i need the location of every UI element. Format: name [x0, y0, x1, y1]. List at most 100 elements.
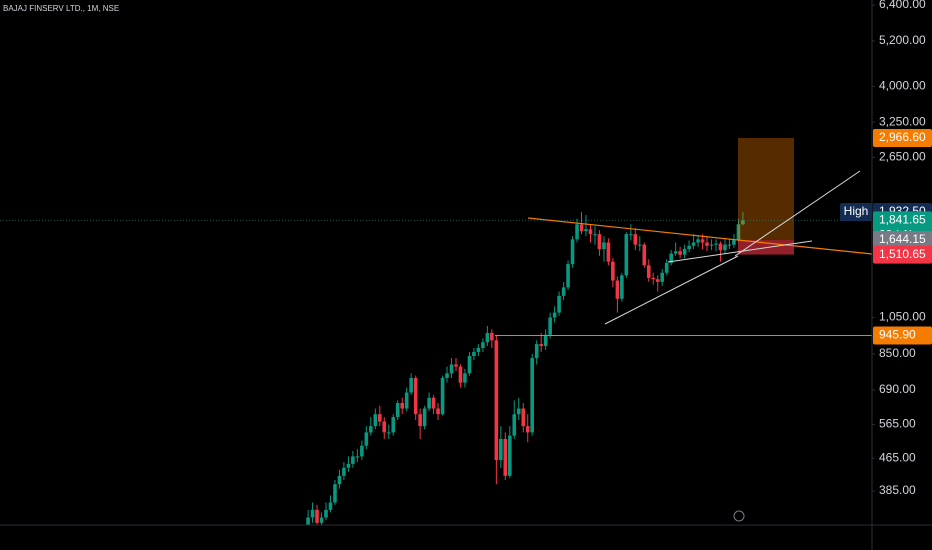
candle-body — [718, 243, 723, 251]
candle-body — [669, 253, 673, 263]
high-label: High — [844, 204, 869, 218]
candle-body — [597, 234, 602, 250]
y-tick-label: 3,250.00 — [879, 114, 926, 128]
candle-body — [351, 456, 355, 464]
candle-body — [620, 275, 624, 299]
candle-body — [404, 392, 409, 409]
candle-body — [319, 517, 324, 523]
price-tag — [873, 245, 932, 264]
candle-body — [664, 262, 669, 273]
candle-body — [490, 332, 494, 341]
candle-body — [629, 234, 633, 236]
candle-body — [705, 242, 709, 246]
candle-body — [476, 347, 481, 352]
candle-body — [346, 463, 351, 468]
candle-body — [557, 295, 561, 313]
candle-body — [508, 435, 512, 476]
candle-body — [382, 421, 387, 433]
candle-body — [714, 243, 718, 245]
target-zone — [738, 137, 794, 240]
y-tick-label: 1,050.00 — [879, 310, 926, 324]
candle-body — [364, 432, 369, 446]
candle-body — [534, 344, 539, 359]
price-axis — [872, 0, 932, 550]
candle-body — [588, 229, 593, 235]
candle-body — [310, 509, 315, 518]
candle-body — [463, 373, 467, 383]
candle-body — [449, 364, 454, 374]
y-tick-label: 5,200.00 — [879, 33, 926, 47]
candle-body — [467, 356, 472, 374]
candle-body — [391, 417, 396, 433]
y-tick-label: 565.00 — [879, 417, 916, 431]
candle-body — [561, 287, 566, 296]
candle-body — [727, 244, 732, 246]
candle-body — [602, 242, 606, 250]
candle-body — [355, 456, 360, 458]
candle-body — [579, 224, 584, 232]
candle-body — [386, 432, 391, 434]
candle-body — [624, 234, 629, 276]
candle-body — [306, 517, 310, 526]
candle-body — [485, 332, 490, 343]
y-tick-label: 6,400.00 — [879, 0, 926, 11]
candle-body — [700, 239, 705, 243]
candle-body — [593, 234, 597, 236]
candle-body — [660, 272, 665, 282]
candle-body — [440, 377, 445, 415]
candle-body — [377, 414, 382, 422]
candle-body — [678, 251, 682, 255]
candle-body — [548, 317, 552, 335]
candle-body — [525, 426, 530, 433]
candle-body — [395, 403, 400, 418]
axes: 6,400.00 5,200.00 4,000.00 3,250.00 2,650.00… — [840, 0, 932, 497]
candle-body — [566, 264, 570, 288]
price-tag-label: 1,841.65 — [879, 213, 926, 227]
price-tag — [873, 128, 932, 147]
candle-body — [615, 280, 620, 299]
candle-body — [543, 334, 548, 347]
candle-body — [360, 445, 364, 457]
price-tag — [873, 326, 932, 345]
candle-body — [413, 377, 418, 415]
candle-body — [646, 265, 651, 278]
trend-line — [667, 240, 813, 263]
candle-body — [337, 475, 342, 485]
time-axis — [0, 525, 872, 550]
price-tag-label: 1,510.65 — [879, 247, 926, 261]
candle-body — [373, 414, 378, 427]
candle-body — [400, 403, 405, 409]
candle-body — [499, 438, 503, 461]
y-tick-label: 4,000.00 — [879, 78, 926, 92]
candle-body — [570, 239, 575, 265]
trend-line — [604, 255, 739, 325]
candle-body — [682, 249, 687, 255]
y-tick-label: 2,650.00 — [879, 150, 926, 164]
candle-body — [445, 373, 449, 378]
y-tick-label: 465.00 — [879, 450, 916, 464]
candle-body — [328, 502, 333, 510]
price-tag-label: 945.90 — [879, 328, 916, 342]
y-tick-label: 385.00 — [879, 483, 916, 497]
candle-body — [422, 408, 427, 427]
price-tag — [873, 230, 932, 249]
price-tag-label: 2,966.60 — [879, 130, 926, 144]
candle-body — [552, 312, 557, 318]
candle-body — [521, 408, 526, 427]
candle-body — [369, 426, 373, 433]
y-tick-label: 690.00 — [879, 382, 916, 396]
candle-body — [651, 277, 656, 280]
candle-body — [611, 261, 615, 281]
high-label-box — [840, 203, 872, 222]
chart-title: BAJAJ FINSERV LTD., 1M, NSE — [3, 4, 119, 13]
candle-body — [315, 509, 319, 523]
trend-line — [527, 217, 873, 255]
candle-body — [503, 438, 508, 476]
candle-body — [655, 279, 660, 282]
trend-line — [734, 170, 861, 257]
candle-body — [575, 224, 579, 240]
candle-body — [481, 342, 485, 348]
